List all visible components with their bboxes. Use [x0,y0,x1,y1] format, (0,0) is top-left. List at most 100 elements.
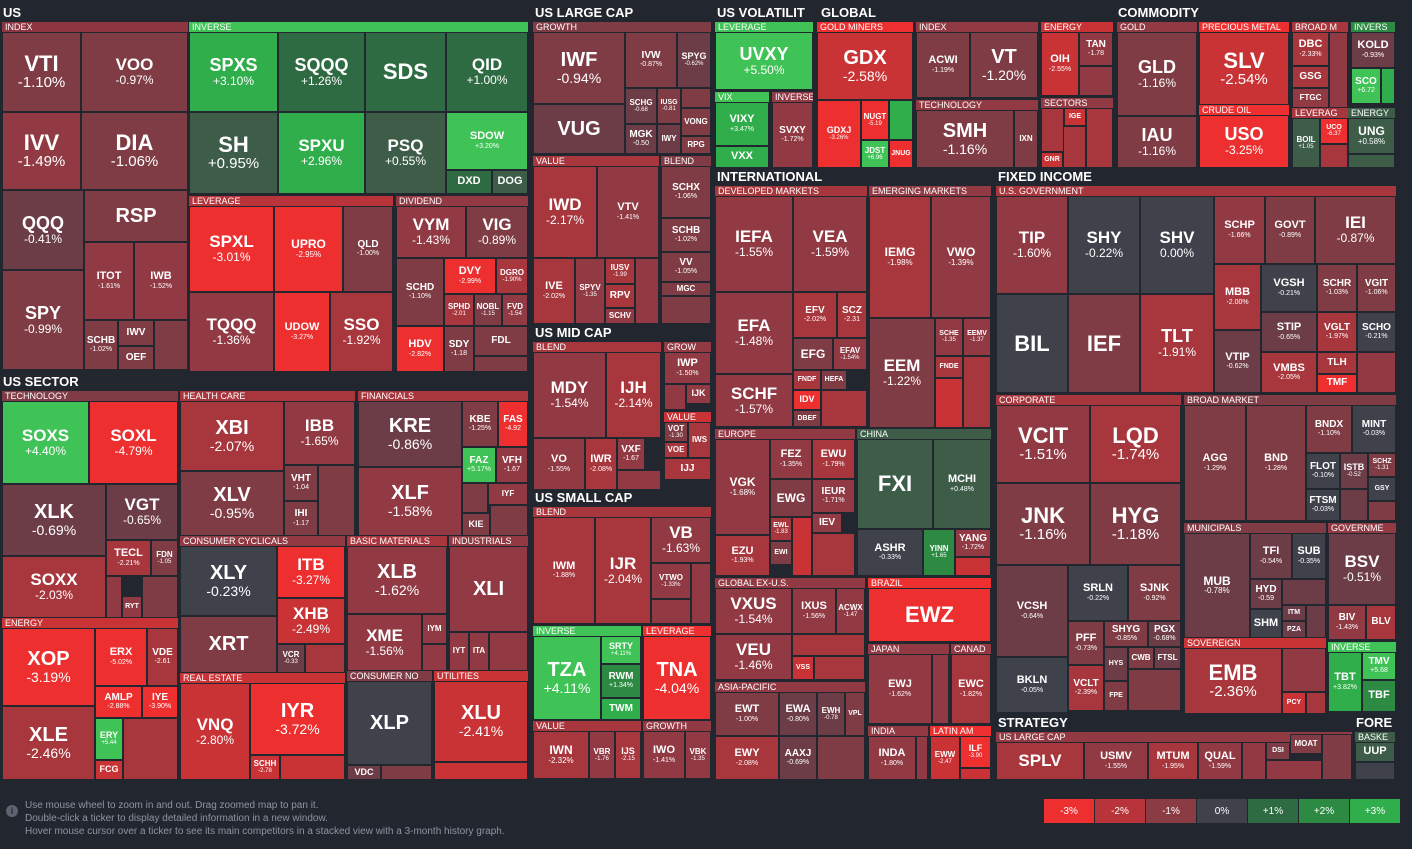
ticker-tile-rwm[interactable]: RWM +1.34% [601,664,641,698]
ticker-tile-ixn[interactable]: IXN [1014,110,1038,168]
ticker-tile-ung[interactable]: UNG +0.58% [1348,118,1395,154]
ticker-tile-sphd[interactable]: SPHD -2.01 [444,294,474,326]
ticker-tile-ewg[interactable]: EWG [770,479,812,517]
ticker-tile-vb[interactable]: VB -1.63% [651,517,711,563]
ticker-tile-iusv[interactable]: IUSV -1.99 [605,258,635,284]
ticker-tile-slv[interactable]: SLV -2.54% [1199,32,1289,105]
ticker-tile-small[interactable] [681,88,711,108]
ticker-tile-vgk[interactable]: VGK -1.68% [715,439,770,535]
ticker-tile-iyt[interactable]: IYT [449,632,469,671]
ticker-tile-small[interactable] [1063,126,1086,168]
ticker-tile-xle[interactable]: XLE -2.46% [2,706,95,780]
ticker-tile-mbb[interactable]: MBB -2.00% [1214,264,1261,330]
ticker-tile-xrt[interactable]: XRT [180,616,277,673]
ticker-tile-iwm[interactable]: IWM -1.88% [533,517,595,624]
ticker-tile-ery[interactable]: ERY +5.44 [95,718,123,760]
ticker-tile-small[interactable] [1266,760,1322,780]
ticker-tile-vbr[interactable]: VBR -1.76 [589,731,615,779]
ticker-tile-small[interactable] [1368,501,1396,521]
ticker-tile-mint[interactable]: MINT -0.03% [1352,405,1396,453]
ticker-tile-vtwo[interactable]: VTWO -1.33% [651,563,691,599]
ticker-tile-small[interactable] [1306,605,1326,638]
ticker-tile-splv[interactable]: SPLV [996,742,1084,780]
ticker-tile-stip[interactable]: STIP -0.65% [1261,312,1317,352]
ticker-tile-tqqq[interactable]: TQQQ -1.36% [189,292,274,372]
ticker-tile-fcg[interactable]: FCG [95,760,123,780]
ticker-tile-schd[interactable]: SCHD -1.10% [396,258,444,326]
ticker-tile-small[interactable] [106,576,122,618]
ticker-tile-scz[interactable]: SCZ -2.31 [837,292,867,338]
ticker-tile-dvy[interactable]: DVY -2.99% [444,258,496,294]
ticker-tile-yinn[interactable]: YINN +1.65 [923,529,955,576]
ticker-tile-nobl[interactable]: NOBL -1.15 [474,294,502,326]
ticker-tile-udow[interactable]: UDOW -3.27% [274,292,330,372]
ticker-tile-schz[interactable]: SCHZ -1.31 [1368,453,1396,477]
ticker-tile-shv[interactable]: SHV 0.00% [1140,196,1214,294]
ticker-tile-spy[interactable]: SPY -0.99% [2,270,84,370]
ticker-tile-iyf[interactable]: IYF [488,483,528,505]
ticker-tile-vfh[interactable]: VFH -1.67 [496,447,528,483]
ticker-tile-fpe[interactable]: FPE [1104,681,1128,711]
ticker-tile-schv[interactable]: SCHV [605,308,635,324]
ticker-tile-sh[interactable]: SH +0.95% [189,112,278,194]
ticker-tile-iev[interactable]: IEV [812,513,842,533]
ticker-tile-vym[interactable]: VYM -1.43% [396,206,466,258]
ticker-tile-small[interactable] [434,762,528,780]
ticker-tile-gld[interactable]: GLD -1.16% [1117,32,1197,116]
ticker-tile-ewy[interactable]: EWY -2.08% [715,736,779,780]
ticker-tile-ashr[interactable]: ASHR -0.33% [857,529,923,576]
ticker-tile-sdow[interactable]: SDOW +3.20% [446,112,528,170]
ticker-tile-small[interactable] [1282,579,1326,605]
ticker-tile-efav[interactable]: EFAV -1.54% [833,338,867,370]
ticker-tile-lqd[interactable]: LQD -1.74% [1090,405,1181,483]
ticker-tile-iwb[interactable]: IWB -1.52% [134,242,188,320]
ticker-tile-efa[interactable]: EFA -1.48% [715,292,793,374]
ticker-tile-soxl[interactable]: SOXL -4.79% [89,401,178,484]
ticker-tile-ftsl[interactable]: FTSL [1154,647,1181,669]
ticker-tile-ewl[interactable]: EWL -1.83 [770,517,792,541]
ticker-tile-xop[interactable]: XOP -3.19% [2,628,95,706]
ticker-tile-small[interactable] [1329,32,1348,108]
ticker-tile-ilf[interactable]: ILF -3.90 [960,736,991,768]
ticker-tile-ibb[interactable]: IBB -1.65% [284,401,355,465]
ticker-tile-ijj[interactable]: IJJ [664,458,711,480]
ticker-tile-svxy[interactable]: SVXY -1.72% [772,102,813,168]
ticker-tile-small[interactable] [154,320,188,370]
ticker-tile-small[interactable] [1381,68,1395,104]
ticker-tile-mtum[interactable]: MTUM -1.95% [1148,742,1198,780]
ticker-tile-govt[interactable]: GOVT -0.89% [1265,196,1315,264]
ticker-tile-small[interactable] [305,644,345,673]
ticker-tile-erx[interactable]: ERX -5.02% [95,628,147,686]
ticker-tile-xhb[interactable]: XHB -2.49% [277,598,345,644]
ticker-tile-ijh[interactable]: IJH -2.14% [606,352,661,438]
ticker-tile-ijr[interactable]: IJR -2.04% [595,517,651,624]
ticker-tile-fdn[interactable]: FDN -1.05 [151,540,178,576]
ticker-tile-schp[interactable]: SCHP -1.66% [1214,196,1265,264]
ticker-tile-xlk[interactable]: XLK -0.69% [2,484,106,556]
ticker-tile-small[interactable] [123,718,178,780]
ticker-tile-fas[interactable]: FAS -4.92 [498,401,528,447]
ticker-tile-xbi[interactable]: XBI -2.07% [180,401,284,471]
ticker-tile-itm[interactable]: ITM [1282,605,1306,621]
ticker-tile-pff[interactable]: PFF -0.73% [1068,621,1104,665]
ticker-tile-vig[interactable]: VIG -0.89% [466,206,528,258]
ticker-tile-vtv[interactable]: VTV -1.41% [597,166,659,258]
ticker-tile-dxd[interactable]: DXD [446,170,492,194]
ticker-tile-bndx[interactable]: BNDX -1.10% [1306,405,1352,453]
ticker-tile-emb[interactable]: EMB -2.36% [1184,648,1282,714]
ticker-tile-idv[interactable]: IDV [793,390,821,410]
ticker-tile-vxus[interactable]: VXUS -1.54% [715,588,792,634]
ticker-tile-hyg[interactable]: HYG -1.18% [1090,483,1181,565]
ticker-tile-veu[interactable]: VEU -1.46% [715,634,792,680]
ticker-tile-tip[interactable]: TIP -1.60% [996,196,1068,294]
ticker-tile-schf[interactable]: SCHF -1.57% [715,374,793,427]
ticker-tile-vgsh[interactable]: VGSH -0.21% [1261,264,1317,312]
ticker-tile-ita[interactable]: ITA [469,632,489,671]
ticker-tile-fndf[interactable]: FNDF [793,370,821,390]
ticker-tile-upro[interactable]: UPRO -2.95% [274,206,343,292]
ticker-tile-biv[interactable]: BIV -1.43% [1328,605,1366,640]
ticker-tile-schg[interactable]: SCHG -0.68 [625,88,657,124]
ticker-tile-small[interactable] [821,390,867,427]
ticker-tile-tlt[interactable]: TLT -1.91% [1140,294,1214,393]
ticker-tile-gnr[interactable]: GNR [1041,152,1063,168]
